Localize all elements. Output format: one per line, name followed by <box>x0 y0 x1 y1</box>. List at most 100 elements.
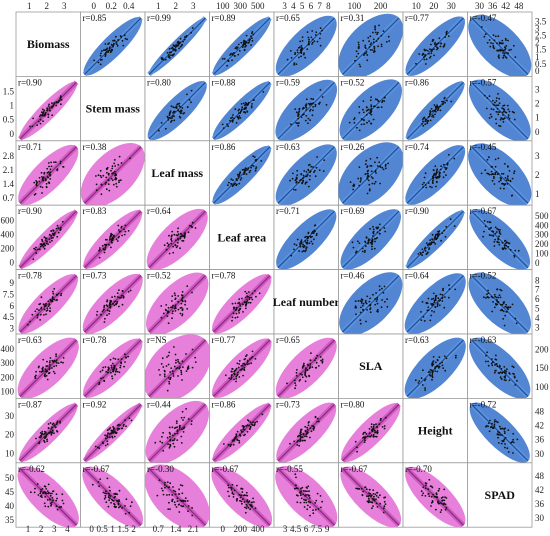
data-point <box>239 117 242 119</box>
data-point <box>301 367 304 369</box>
data-point <box>55 359 58 361</box>
data-point <box>101 310 104 313</box>
data-point <box>231 368 234 370</box>
data-point <box>499 49 502 52</box>
left-tick-label: 1.4 <box>3 179 15 189</box>
regression-line <box>471 146 529 204</box>
data-point <box>245 41 248 43</box>
data-point <box>370 122 373 125</box>
data-point <box>375 435 378 438</box>
data-point <box>436 47 439 50</box>
data-point <box>60 103 62 106</box>
data-point <box>366 495 368 497</box>
data-point <box>429 369 432 371</box>
left-tick-label: 6 <box>10 301 15 311</box>
bottom-tick-label: 1.4 <box>170 524 182 534</box>
panel-0-7: r=-0.47 <box>467 11 533 77</box>
panel-4-5: r=0.46 <box>338 269 404 335</box>
data-point <box>508 170 511 172</box>
data-point <box>163 484 166 486</box>
data-point <box>121 234 123 237</box>
data-point <box>434 165 437 168</box>
panel-content <box>340 466 402 528</box>
data-point <box>122 44 125 47</box>
panel-content <box>275 465 338 528</box>
data-point <box>168 426 171 429</box>
data-point <box>429 48 431 51</box>
data-point <box>104 366 107 368</box>
panel-frame <box>338 333 404 399</box>
data-point <box>360 306 362 309</box>
right-tick-label: 30 <box>535 513 545 523</box>
left-tick-label: 0 <box>10 258 15 268</box>
correlation-label: r=0.69 <box>341 206 365 216</box>
regression-line <box>213 339 271 397</box>
data-point <box>113 159 116 161</box>
data-point <box>121 39 124 42</box>
data-point <box>107 371 109 374</box>
panel-3-7: r=-0.67 <box>467 204 533 270</box>
data-point <box>60 294 62 297</box>
data-point <box>232 443 235 446</box>
data-point <box>166 315 169 317</box>
regression-line <box>406 275 464 333</box>
panel-0-0: Biomass <box>15 11 81 77</box>
data-point <box>432 182 434 185</box>
correlation-label: r=0.88 <box>212 77 236 87</box>
data-point <box>244 364 247 366</box>
data-point <box>97 61 100 64</box>
data-point <box>39 432 42 434</box>
data-point <box>442 289 444 292</box>
data-point <box>307 164 310 167</box>
data-point <box>377 100 380 102</box>
data-point <box>169 371 172 373</box>
left-tick-label: 50 <box>5 473 15 483</box>
data-point <box>49 307 51 309</box>
panel-frame <box>15 11 81 77</box>
data-point <box>239 305 242 307</box>
panel-3-6: r=0.90 <box>402 204 468 270</box>
panel-frame <box>467 462 533 528</box>
data-point <box>367 36 370 39</box>
data-point <box>181 360 184 363</box>
data-point <box>445 225 448 228</box>
data-point <box>247 101 250 104</box>
data-point <box>114 370 117 373</box>
data-point <box>315 31 318 34</box>
data-point <box>355 50 358 53</box>
data-point <box>48 366 51 368</box>
data-point <box>385 41 388 43</box>
data-point <box>100 193 103 196</box>
data-point <box>369 311 372 314</box>
data-point <box>422 120 424 123</box>
data-point <box>184 500 187 503</box>
data-point <box>371 240 373 243</box>
data-point <box>358 242 361 245</box>
data-point <box>178 362 181 364</box>
data-point <box>171 295 174 297</box>
data-point <box>359 319 362 322</box>
data-point <box>227 490 229 493</box>
left-tick-label: 7.5 <box>3 290 15 300</box>
data-point <box>35 180 37 182</box>
data-point <box>443 306 446 309</box>
data-point <box>124 505 126 507</box>
data-point <box>167 443 170 445</box>
correlation-label: r=0.46 <box>341 271 365 281</box>
data-point <box>238 441 241 444</box>
data-point <box>296 369 298 371</box>
panel-0-3: r=0.89 <box>209 11 275 77</box>
data-point <box>494 364 496 366</box>
data-point <box>360 300 363 303</box>
data-point <box>354 440 357 443</box>
top-tick-label: 42 <box>501 1 510 11</box>
data-point <box>505 39 507 41</box>
data-point <box>308 43 310 46</box>
data-point <box>359 300 362 302</box>
panel-5-1: r=0.78 <box>80 333 146 399</box>
data-point <box>47 171 50 173</box>
data-point <box>178 115 181 118</box>
data-point <box>356 446 358 449</box>
data-point <box>428 248 430 251</box>
data-point <box>117 358 120 361</box>
